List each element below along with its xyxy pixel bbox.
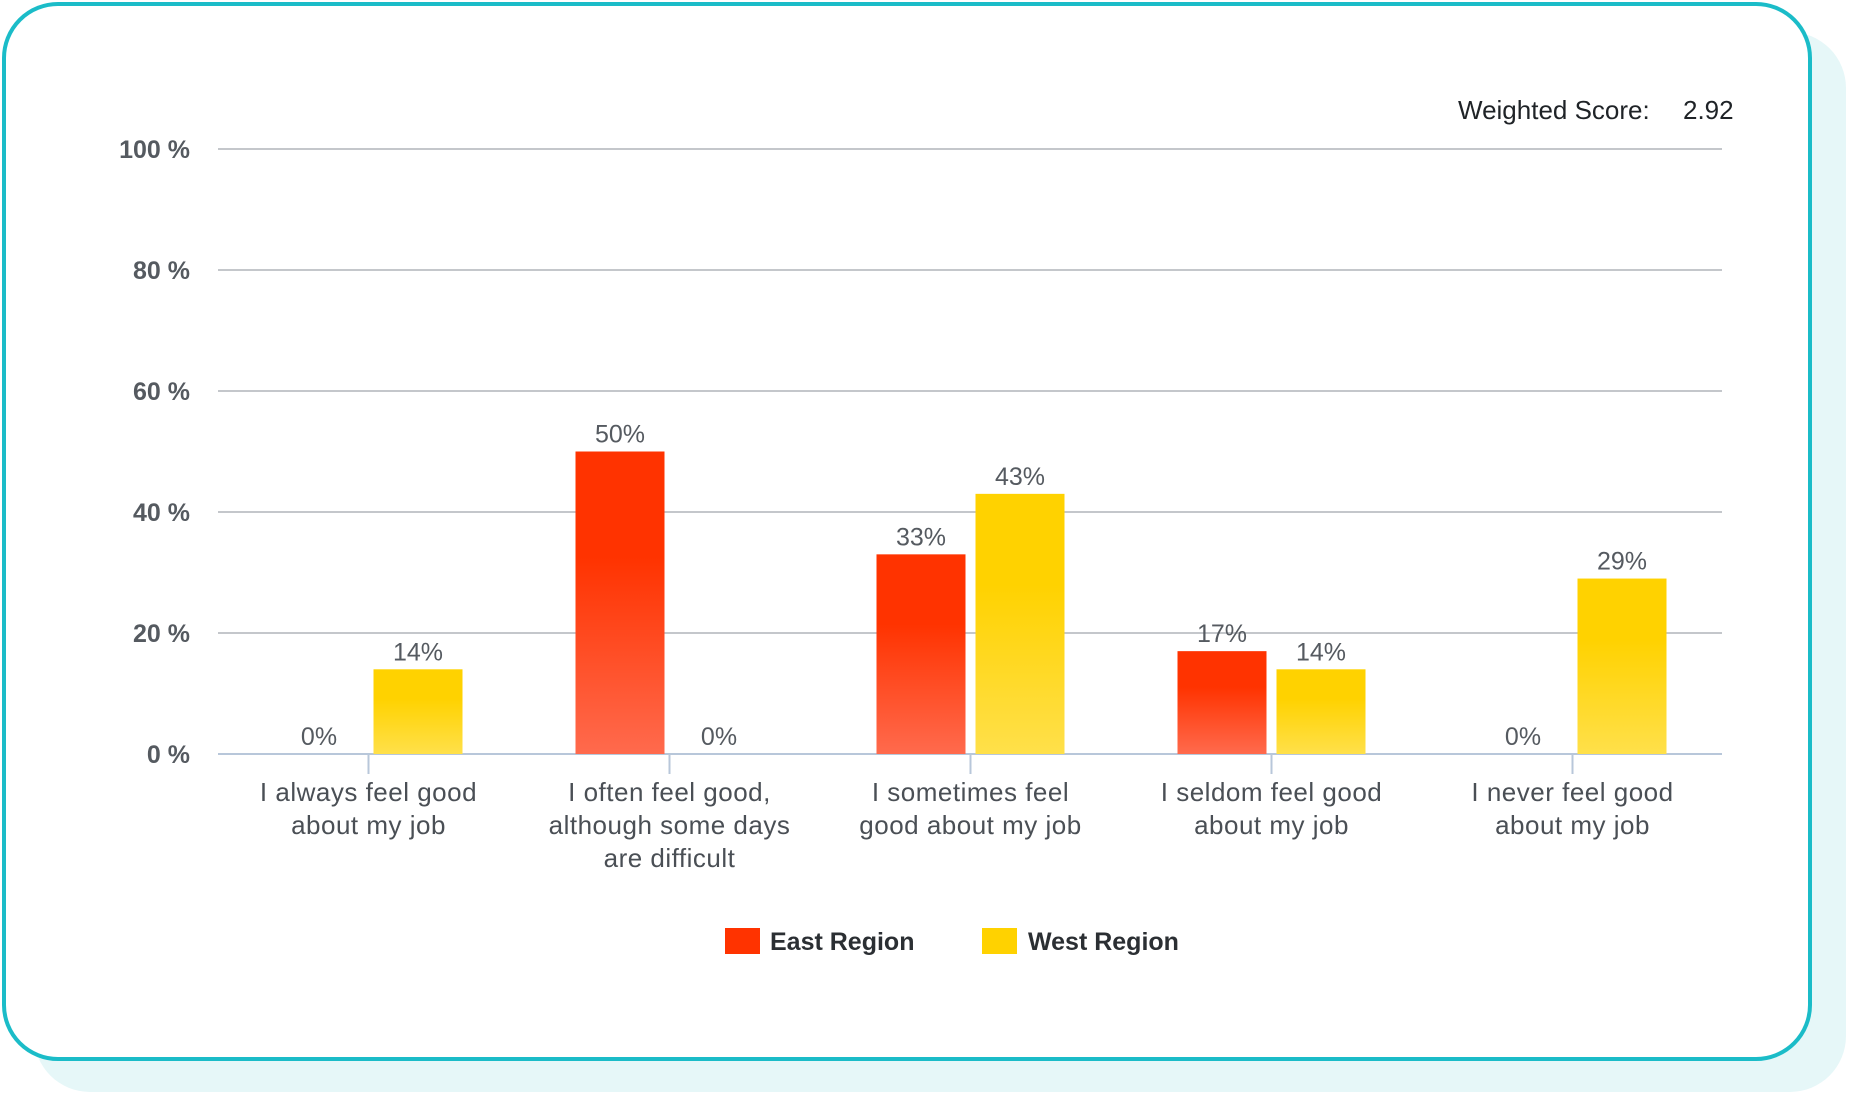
bar-value-label: 0%	[301, 723, 337, 751]
chart-card	[2, 2, 1812, 1061]
y-tick-label: 20 %	[133, 620, 190, 648]
x-tick-label: about my job	[1495, 810, 1650, 840]
bar-value-label: 50%	[595, 421, 645, 449]
legend-west-swatch	[982, 928, 1017, 954]
bar-east	[575, 451, 665, 754]
legend-west-label: West Region	[1028, 928, 1179, 956]
bar-value-labels: 0% 14% 50% 0% 33% 43% 17% 14% 0% 29%	[301, 421, 1647, 752]
legend: East Region West Region	[725, 928, 1179, 956]
bar-value-label: 33%	[896, 523, 946, 551]
x-tick-label: although some days	[549, 810, 791, 840]
bar-west	[373, 669, 463, 754]
x-tick-label: I never feel good	[1471, 777, 1673, 807]
bar-west	[1577, 578, 1667, 754]
x-tick-label: about my job	[291, 810, 446, 840]
bar-west	[1276, 669, 1366, 754]
bars	[373, 451, 1667, 754]
x-tick-label: I always feel good	[260, 777, 477, 807]
weighted-score-label: Weighted Score:	[1458, 95, 1650, 125]
bar-east	[876, 554, 966, 754]
bar-value-label: 0%	[701, 723, 737, 751]
x-tick-label: about my job	[1194, 810, 1349, 840]
y-tick-label: 80 %	[133, 257, 190, 285]
y-tick-label: 40 %	[133, 499, 190, 527]
bar-value-label: 17%	[1197, 620, 1247, 648]
bar-value-label: 29%	[1597, 548, 1647, 576]
bar-value-label: 14%	[1296, 638, 1346, 666]
bar-value-label: 43%	[995, 463, 1045, 491]
y-tick-label: 0 %	[147, 741, 190, 769]
y-axis-ticks: 0 % 20 % 40 % 60 % 80 % 100 %	[119, 136, 190, 769]
x-axis-ticks	[367, 754, 1574, 774]
x-tick-label: good about my job	[859, 810, 1081, 840]
grid-lines	[218, 148, 1722, 755]
legend-east-swatch	[725, 928, 760, 954]
bar-value-label: 0%	[1505, 723, 1541, 751]
legend-east-label: East Region	[770, 928, 914, 956]
y-tick-label: 60 %	[133, 378, 190, 406]
weighted-score-value: 2.92	[1683, 95, 1734, 125]
x-tick-label: are difficult	[604, 843, 736, 873]
x-tick-label: I seldom feel good	[1161, 777, 1382, 807]
x-tick-label: I sometimes feel	[872, 777, 1069, 807]
bar-west	[975, 493, 1065, 754]
x-tick-label: I often feel good,	[568, 777, 771, 807]
y-tick-label: 100 %	[119, 136, 190, 164]
bar-value-label: 14%	[393, 638, 443, 666]
bar-east	[1177, 651, 1267, 754]
